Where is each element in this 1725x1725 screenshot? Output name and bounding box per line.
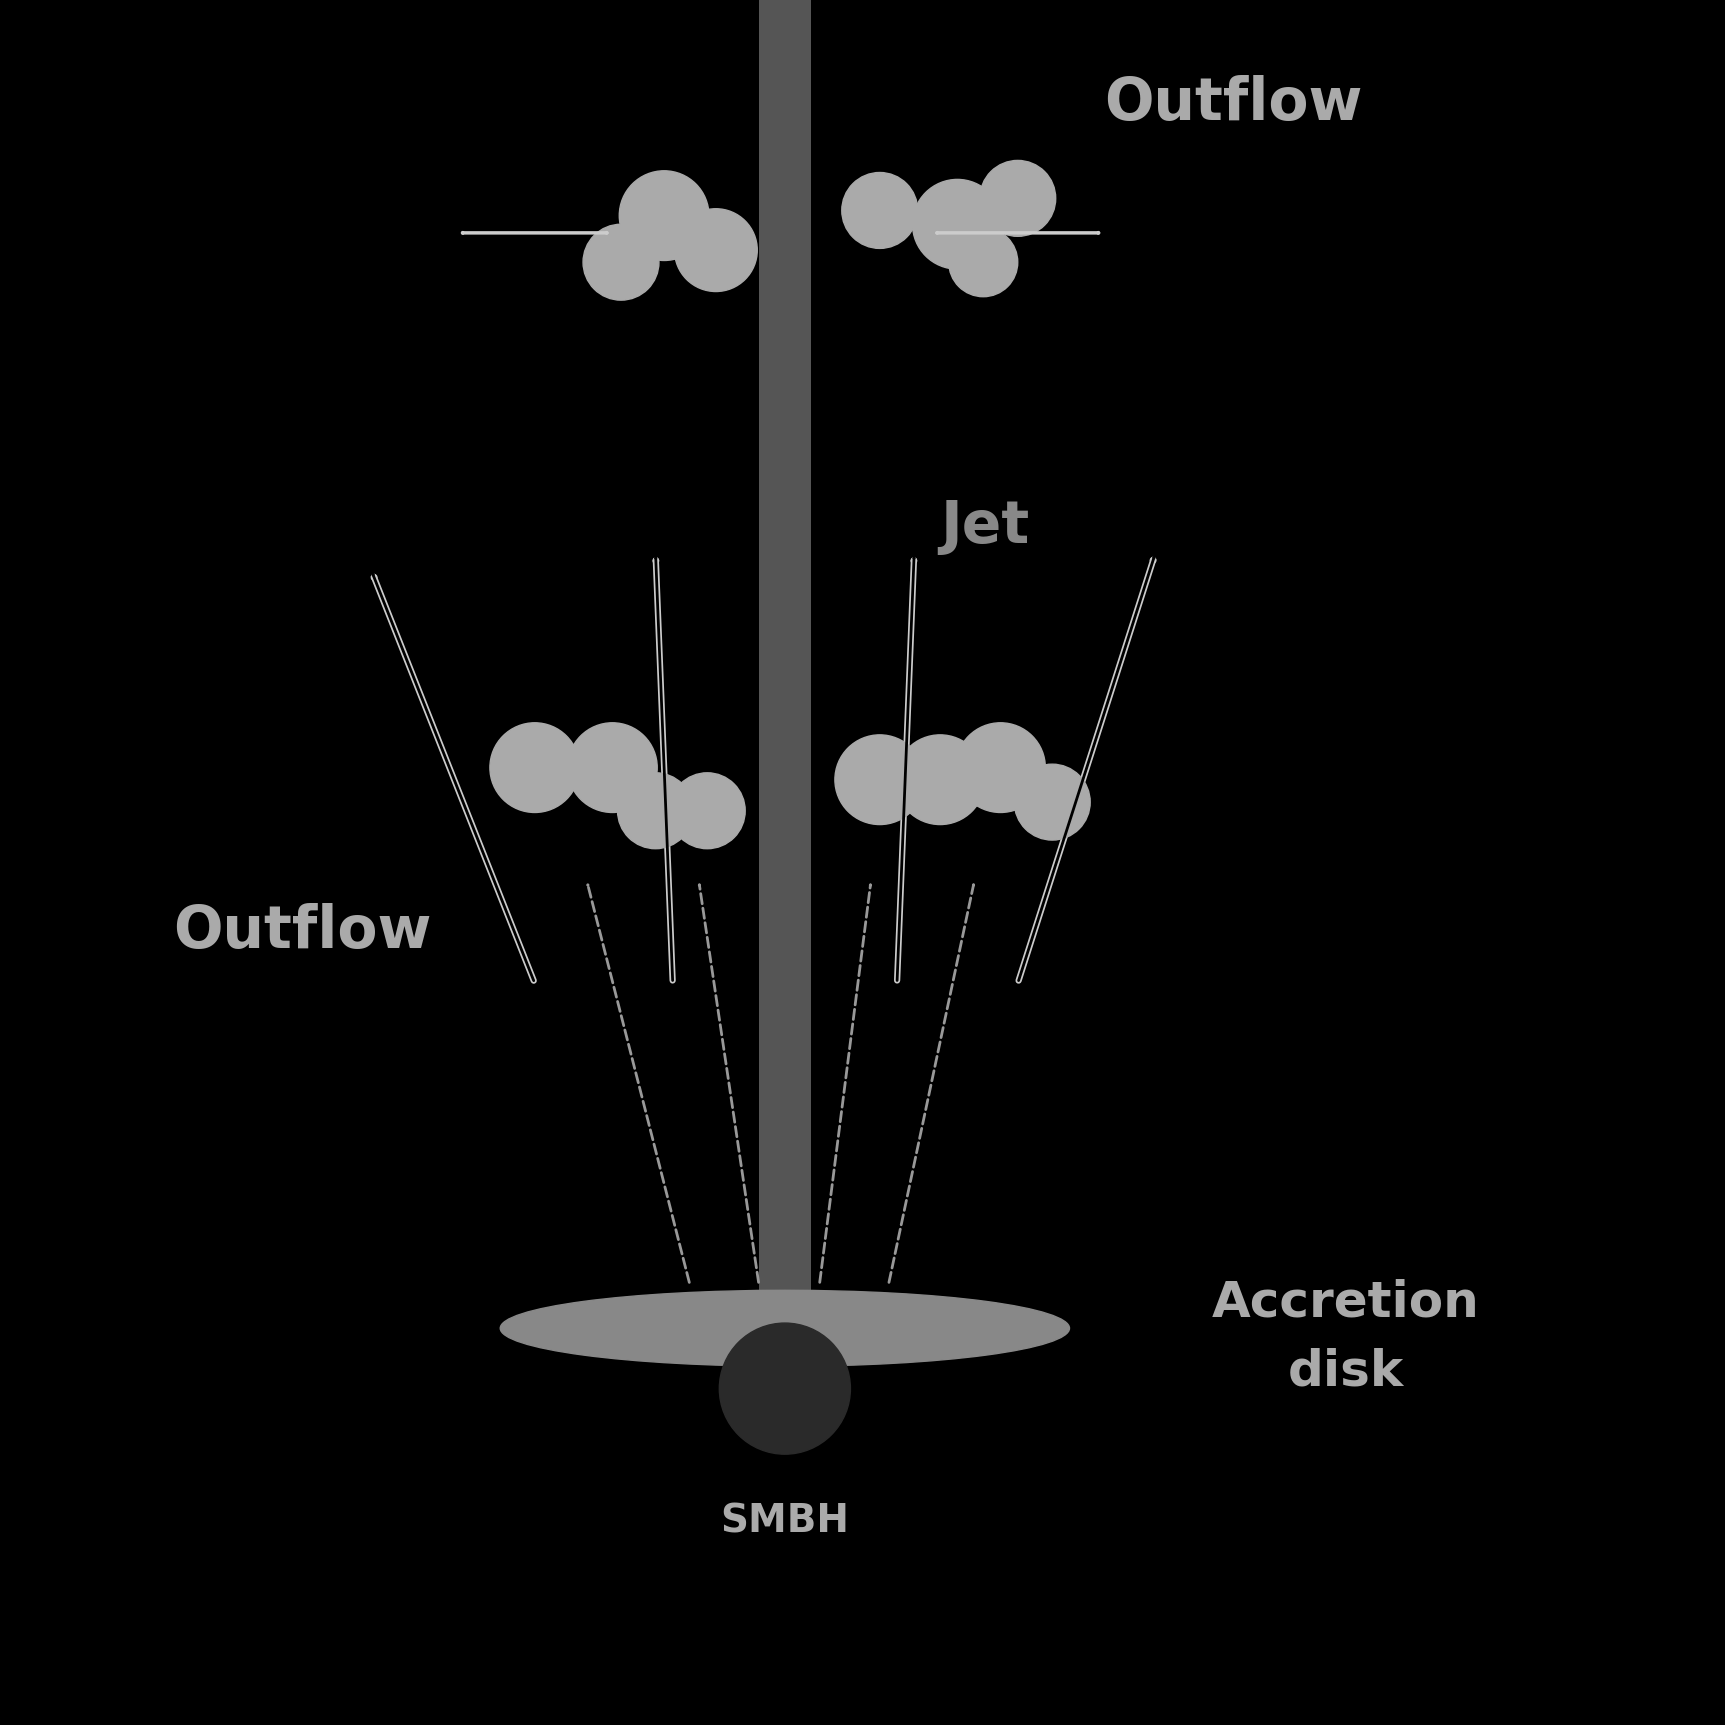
Circle shape xyxy=(583,224,659,300)
Text: Outflow: Outflow xyxy=(172,902,431,961)
Circle shape xyxy=(1014,764,1090,840)
Circle shape xyxy=(842,172,918,248)
Circle shape xyxy=(618,773,693,849)
Text: SMBH: SMBH xyxy=(721,1502,849,1540)
Circle shape xyxy=(913,179,1002,269)
Circle shape xyxy=(949,228,1018,297)
Circle shape xyxy=(568,723,657,812)
Text: Accretion: Accretion xyxy=(1211,1278,1480,1327)
Circle shape xyxy=(980,160,1056,236)
Text: Outflow: Outflow xyxy=(1104,74,1363,133)
Circle shape xyxy=(895,735,985,825)
Circle shape xyxy=(835,735,925,825)
Text: disk: disk xyxy=(1287,1347,1404,1396)
Circle shape xyxy=(956,723,1045,812)
Ellipse shape xyxy=(500,1290,1070,1366)
Circle shape xyxy=(674,209,757,292)
Text: Jet: Jet xyxy=(940,497,1030,555)
Circle shape xyxy=(719,1323,850,1454)
Bar xyxy=(759,0,811,1320)
Circle shape xyxy=(490,723,580,812)
Circle shape xyxy=(669,773,745,849)
Circle shape xyxy=(619,171,709,260)
